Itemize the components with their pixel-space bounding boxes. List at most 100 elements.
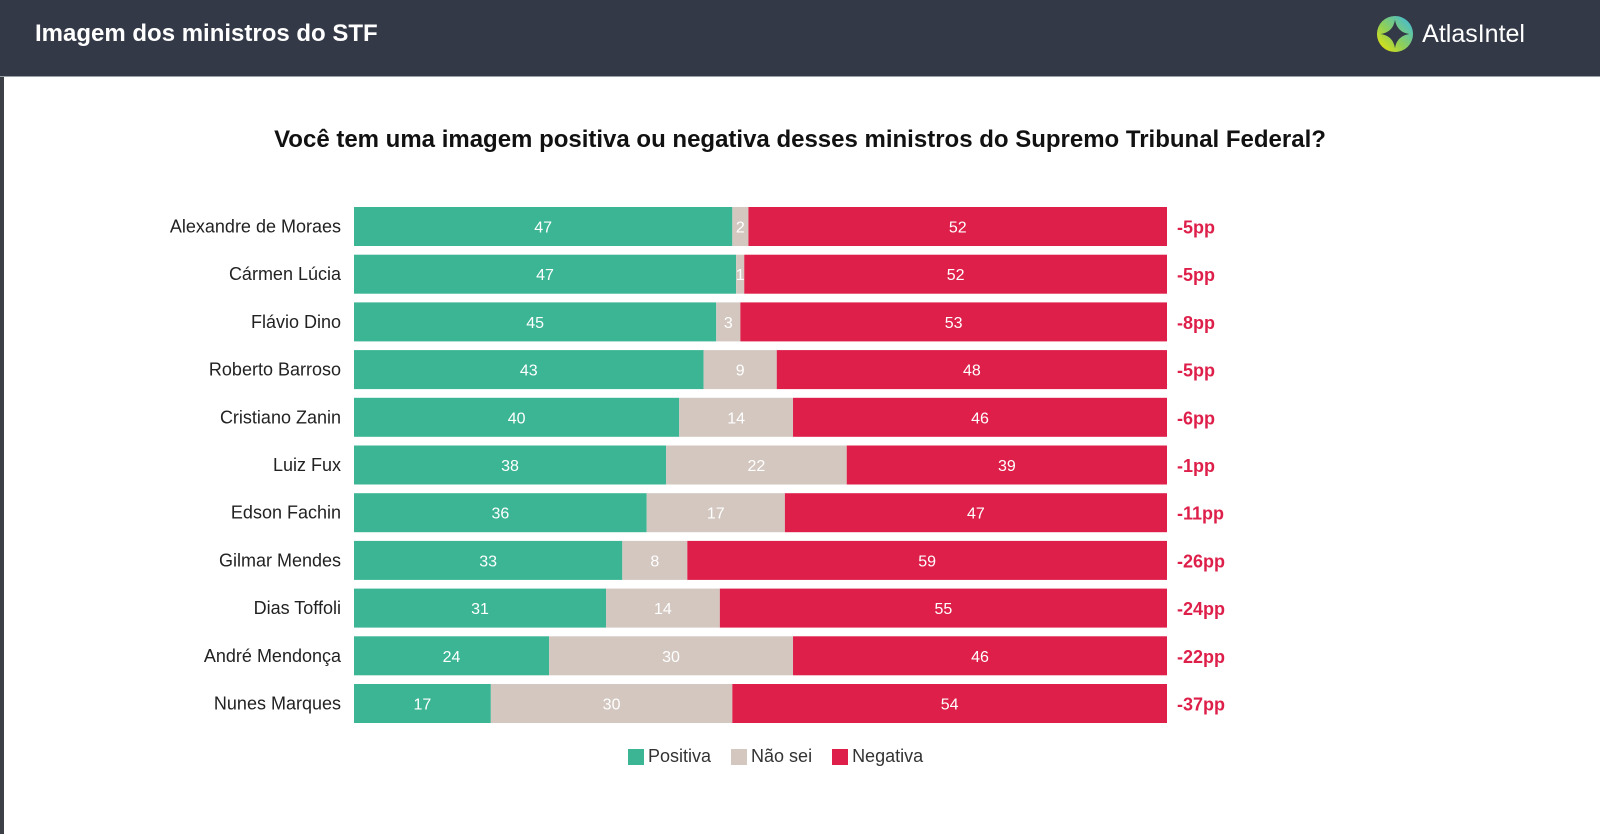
bar-segment-nao-sei bbox=[732, 207, 749, 246]
net-label: -5pp bbox=[1177, 218, 1215, 238]
legend-label-positiva: Positiva bbox=[648, 746, 712, 766]
data-label-nao-sei: 17 bbox=[707, 506, 725, 523]
bar-segment-positiva bbox=[354, 445, 667, 485]
data-label-positiva: 43 bbox=[520, 363, 538, 380]
data-label-nao-sei: 3 bbox=[724, 315, 733, 332]
data-label-nao-sei: 8 bbox=[650, 553, 659, 570]
bar-segment-positiva bbox=[354, 684, 491, 723]
data-label-positiva: 31 bbox=[471, 601, 489, 618]
data-label-nao-sei: 30 bbox=[603, 697, 621, 714]
chart-title: Você tem uma imagem positiva ou negativa… bbox=[274, 126, 1326, 153]
category-label: Flávio Dino bbox=[251, 312, 341, 332]
bar-segment-negativa bbox=[719, 588, 1167, 628]
data-label-nao-sei: 30 bbox=[662, 649, 680, 666]
bar-segment-nao-sei bbox=[490, 684, 733, 723]
header-bar: Imagem dos ministros do STF AtlasIntel bbox=[0, 0, 1600, 77]
data-label-negativa: 46 bbox=[971, 649, 989, 666]
data-label-negativa: 53 bbox=[945, 315, 963, 332]
data-label-negativa: 52 bbox=[947, 267, 965, 284]
data-label-nao-sei: 1 bbox=[736, 267, 745, 284]
category-label: André Mendonça bbox=[204, 646, 342, 666]
bar-segment-negativa bbox=[744, 254, 1167, 294]
bar-segment-negativa bbox=[732, 684, 1167, 723]
category-label: Nunes Marques bbox=[214, 694, 341, 714]
bar-segment-nao-sei bbox=[549, 636, 794, 676]
category-label: Alexandre de Moraes bbox=[170, 217, 341, 237]
bar-segment-nao-sei bbox=[679, 397, 794, 437]
data-label-nao-sei: 9 bbox=[736, 363, 745, 380]
bar-segment-positiva bbox=[354, 540, 623, 580]
category-label: Luiz Fux bbox=[273, 455, 341, 475]
data-label-nao-sei: 22 bbox=[747, 458, 765, 475]
brand-name: AtlasIntel bbox=[1422, 19, 1525, 48]
category-label: Edson Fachin bbox=[231, 503, 341, 523]
bar-segment-negativa bbox=[793, 636, 1167, 676]
data-label-negativa: 52 bbox=[949, 220, 967, 237]
bar-segment-positiva bbox=[354, 493, 647, 533]
data-label-positiva: 36 bbox=[491, 506, 509, 523]
page-title: Imagem dos ministros do STF bbox=[35, 20, 378, 47]
net-label: -8pp bbox=[1177, 313, 1215, 333]
category-label: Cármen Lúcia bbox=[229, 264, 342, 284]
data-label-negativa: 46 bbox=[971, 410, 989, 427]
data-label-negativa: 59 bbox=[918, 553, 936, 570]
data-label-nao-sei: 2 bbox=[736, 220, 745, 237]
data-label-negativa: 39 bbox=[998, 458, 1016, 475]
bar-segment-positiva bbox=[354, 588, 607, 628]
data-label-negativa: 48 bbox=[963, 363, 981, 380]
bar-segment-nao-sei bbox=[606, 588, 720, 628]
legend-label-nao-sei: Não sei bbox=[751, 746, 813, 766]
data-label-negativa: 55 bbox=[935, 601, 953, 618]
net-label: -5pp bbox=[1177, 361, 1215, 381]
data-label-positiva: 47 bbox=[536, 267, 554, 284]
bar-segment-positiva bbox=[354, 254, 737, 294]
legend-swatch-nao-sei bbox=[731, 748, 748, 765]
net-label: -11pp bbox=[1177, 504, 1224, 524]
data-label-negativa: 54 bbox=[941, 697, 959, 714]
net-label: -37pp bbox=[1177, 695, 1225, 715]
window-left-edge bbox=[0, 0, 4, 834]
data-label-nao-sei: 14 bbox=[654, 601, 672, 618]
bar-segment-positiva bbox=[354, 636, 550, 676]
data-label-negativa: 47 bbox=[967, 506, 985, 523]
category-label: Gilmar Mendes bbox=[219, 550, 341, 570]
data-label-positiva: 17 bbox=[414, 697, 432, 714]
data-label-positiva: 24 bbox=[443, 649, 461, 666]
chart-legend: Positiva Não sei Negativa bbox=[628, 746, 943, 767]
bar-segment-negativa bbox=[776, 350, 1167, 390]
data-label-positiva: 38 bbox=[501, 458, 519, 475]
legend-label-negativa: Negativa bbox=[852, 746, 924, 766]
data-label-nao-sei: 14 bbox=[727, 410, 745, 427]
bar-segment-nao-sei bbox=[622, 540, 688, 580]
legend-item-positiva: Positiva bbox=[628, 746, 711, 767]
bar-segment-negativa bbox=[740, 302, 1167, 342]
category-label: Dias Toffoli bbox=[254, 598, 341, 618]
bar-segment-positiva bbox=[354, 302, 717, 342]
data-label-positiva: 47 bbox=[534, 220, 552, 237]
data-label-positiva: 33 bbox=[479, 553, 497, 570]
net-label: -1pp bbox=[1177, 456, 1215, 476]
bar-segment-negativa bbox=[784, 493, 1167, 533]
category-label: Cristiano Zanin bbox=[220, 407, 341, 427]
legend-item-negativa: Negativa bbox=[832, 746, 923, 767]
bar-segment-nao-sei bbox=[646, 493, 785, 533]
net-label: -22pp bbox=[1177, 647, 1225, 667]
bar-segment-nao-sei bbox=[703, 350, 777, 390]
atlasintel-logo-icon bbox=[1377, 15, 1414, 53]
bar-segment-negativa bbox=[846, 445, 1167, 485]
bar-segment-nao-sei bbox=[666, 445, 847, 485]
net-label: -6pp bbox=[1177, 408, 1215, 428]
bar-segment-nao-sei bbox=[736, 254, 745, 294]
net-label: -26pp bbox=[1177, 551, 1225, 571]
bar-segment-positiva bbox=[354, 207, 733, 246]
legend-swatch-negativa bbox=[832, 748, 849, 765]
bar-segment-negativa bbox=[687, 540, 1167, 580]
data-label-positiva: 40 bbox=[508, 410, 526, 427]
bar-segment-negativa bbox=[748, 207, 1167, 246]
net-label: -5pp bbox=[1177, 265, 1215, 285]
brand: AtlasIntel bbox=[1376, 15, 1525, 53]
category-label: Roberto Barroso bbox=[209, 360, 341, 380]
bar-segment-positiva bbox=[354, 397, 680, 437]
bar-segment-positiva bbox=[354, 350, 704, 390]
